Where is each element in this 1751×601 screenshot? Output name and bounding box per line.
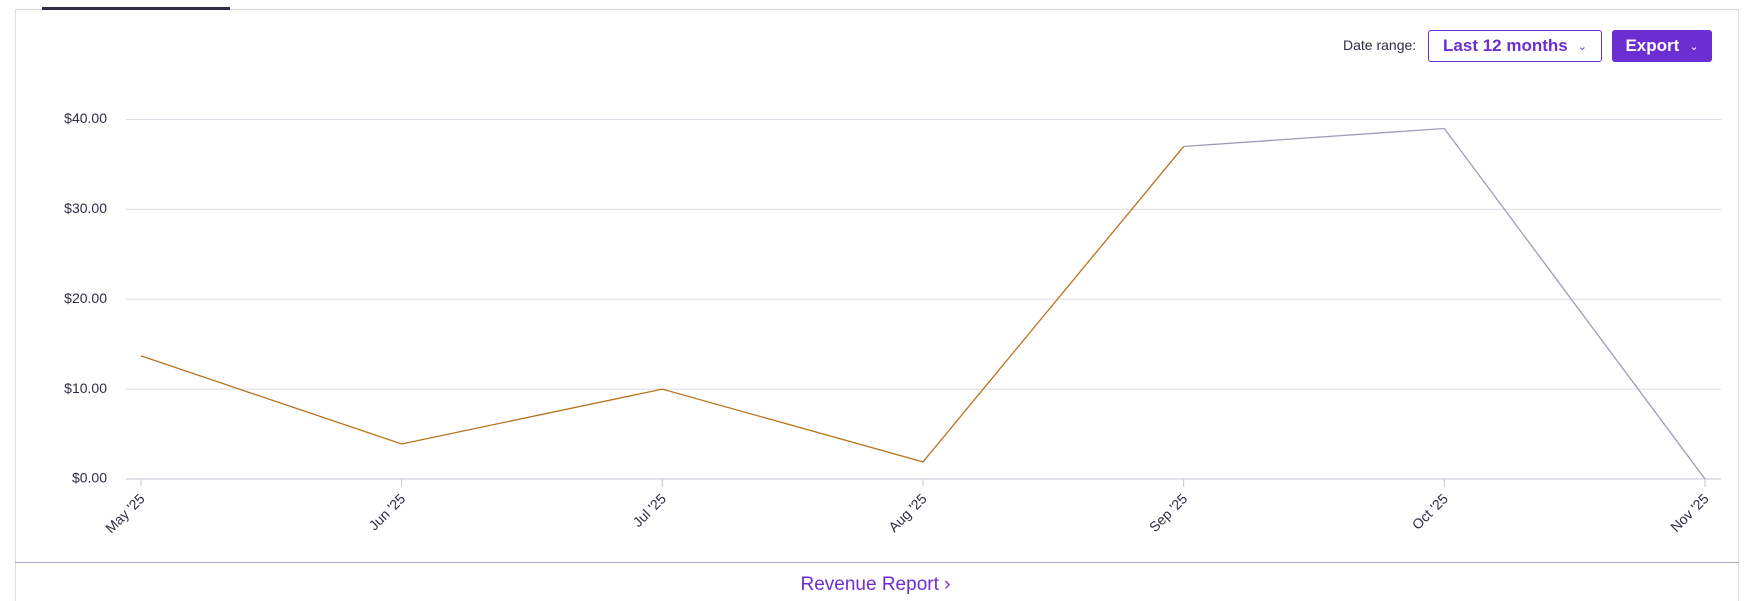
export-text: Export <box>1625 36 1680 55</box>
separator <box>15 562 1739 563</box>
line-series <box>140 146 1185 463</box>
chevron: ⌄ <box>1577 40 1587 53</box>
y-tick-label: $10.00 <box>64 380 107 396</box>
date-range-label: Date range: <box>1343 37 1417 53</box>
y-tick-label: $30.00 <box>64 200 107 216</box>
chart: $0.00 $10.00 $20.00 $30.00 $40.00 May '25 Jun … <box>64 110 1721 536</box>
footer-link[interactable]: Revenue Report › <box>0 574 1751 596</box>
x-tick-label: Nov '25 <box>1667 490 1712 535</box>
export-button[interactable]: Export ⌄ <box>1612 30 1712 62</box>
y-tick-label: $20.00 <box>64 290 107 306</box>
line-series <box>1183 127 1706 480</box>
y-tick-label: $0.00 <box>72 470 107 486</box>
x-tick-label: Sep '25 <box>1146 490 1191 535</box>
chevron: › <box>944 574 951 595</box>
footer-link-text: Revenue Report <box>800 574 939 595</box>
x-tick-label: May '25 <box>102 490 148 536</box>
y-tick-label: $40.00 <box>64 110 107 126</box>
active-tab-indicator <box>42 7 230 10</box>
x-tick-label: Aug '25 <box>885 490 930 535</box>
date-range-select[interactable]: Last 12 months ⌄ <box>1428 30 1602 62</box>
x-tick-label: Oct '25 <box>1409 490 1452 533</box>
card <box>15 9 1739 601</box>
date-range-value: Last 12 months <box>1443 36 1568 55</box>
chevron: ⌄ <box>1689 40 1699 53</box>
x-tick-label: Jun '25 <box>365 490 408 533</box>
x-tick-label: Jul '25 <box>629 490 669 530</box>
